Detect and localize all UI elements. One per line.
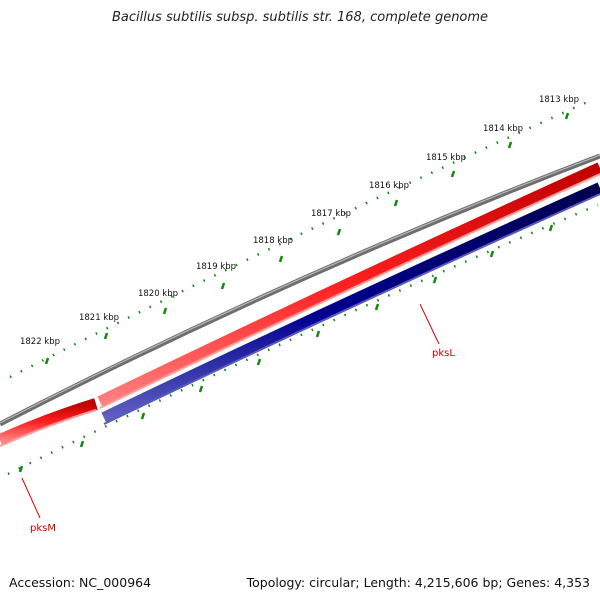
topology-text: Topology: circular; Length: 4,215,606 bp… xyxy=(246,575,590,590)
kbp-label-9: 1822 kbp xyxy=(20,337,60,347)
major-tick-outer-2 xyxy=(450,170,456,178)
major-tick-inner-3 xyxy=(374,303,380,311)
gene-pksL-leader xyxy=(419,303,440,345)
major-tick-inner-0 xyxy=(548,224,554,232)
kbp-label-6: 1819 kbp xyxy=(196,262,236,272)
kbp-label-2: 1815 kbp xyxy=(426,153,466,163)
kbp-label-3: 1816 kbp xyxy=(369,181,409,191)
major-tick-outer-3 xyxy=(393,199,399,207)
reverse-strand-feature xyxy=(101,182,600,424)
major-tick-inner-4 xyxy=(315,330,321,338)
gene-pksL-feature xyxy=(97,162,600,408)
gene-pksL-edge xyxy=(99,173,600,409)
major-tick-inner-9 xyxy=(18,465,24,473)
map-title: Bacillus subtilis subsp. subtilis str. 1… xyxy=(111,10,489,25)
gene-pksM-feature xyxy=(0,398,98,446)
major-tick-outer-4 xyxy=(336,228,342,236)
kbp-label-0: 1813 kbp xyxy=(539,95,579,105)
major-tick-inner-5 xyxy=(256,358,262,366)
kbp-label-8: 1821 kbp xyxy=(79,313,119,323)
gene-pksM-leader xyxy=(21,477,41,519)
major-tick-outer-6 xyxy=(220,282,226,290)
major-tick-outer-9 xyxy=(44,357,50,365)
major-tick-inner-6 xyxy=(198,385,204,393)
major-ticks-outer xyxy=(44,112,570,365)
genome-backbone xyxy=(0,153,600,427)
major-tick-inner-7 xyxy=(140,412,146,420)
major-tick-outer-8 xyxy=(103,332,109,340)
kbp-labels: 1813 kbp 1814 kbp 1815 kbp 1816 kbp 1817 kbp… xyxy=(20,95,579,347)
major-tick-inner-2 xyxy=(432,276,438,284)
reverse-strand-edge xyxy=(103,193,600,425)
gene-label-pksM: pksM xyxy=(30,523,56,534)
major-tick-inner-1 xyxy=(489,250,495,258)
major-tick-outer-0 xyxy=(564,112,570,120)
kbp-label-5: 1818 kbp xyxy=(253,236,293,246)
accession-text: Accession: NC_000964 xyxy=(9,575,152,590)
inner-tick-ring xyxy=(7,203,599,476)
major-tick-outer-5 xyxy=(278,255,284,263)
kbp-label-1: 1814 kbp xyxy=(483,124,523,134)
major-tick-outer-1 xyxy=(507,141,513,149)
kbp-label-7: 1820 kbp xyxy=(138,289,178,299)
gene-pksM-edge xyxy=(0,409,97,447)
kbp-label-4: 1817 kbp xyxy=(311,209,351,219)
major-ticks-inner xyxy=(18,224,554,473)
genome-backbone-highlight xyxy=(0,154,600,424)
major-tick-inner-8 xyxy=(79,440,85,448)
major-tick-outer-7 xyxy=(162,307,168,315)
gene-label-pksL: pksL xyxy=(432,348,455,359)
